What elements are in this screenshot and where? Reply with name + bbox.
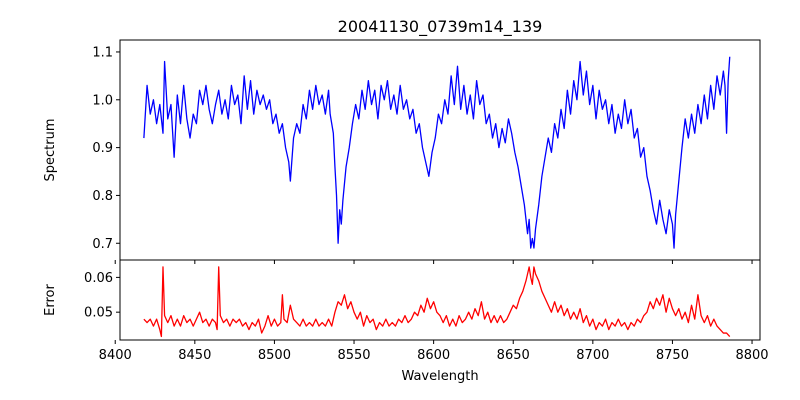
spectrum-ytick-label: 1.1 [92,45,113,60]
error-ytick-label: 0.06 [84,271,113,286]
error-xtick-label: 8550 [337,348,370,363]
error-xtick-label: 8500 [258,348,291,363]
spectrum-series-line [143,56,731,249]
spectrum-ytick-label: 0.8 [92,189,113,204]
spectrum-ytick-label: 0.7 [92,237,113,252]
error-ytick-label: 0.05 [84,306,113,321]
error-xtick-label: 8650 [497,348,530,363]
error-xtick-label: 8450 [178,348,211,363]
error-xtick-label: 8400 [99,348,132,363]
error-series-line [143,266,731,338]
spectrum-ytick-label: 1.0 [92,93,113,108]
error-axes-frame [119,259,761,341]
error-xtick-label: 8600 [417,348,450,363]
error-xtick-label: 8800 [735,348,768,363]
error-xlabel: Wavelength [401,369,478,384]
spectrum-panel: 0.7 0.8 0.9 1.0 1.1 Spectrum 20041130_0739m14_… [43,17,761,264]
error-ylabel: Error [43,284,58,316]
error-panel: 0.05 0.06 8400 8450 8500 8550 8600 8650 8700 8750… [43,259,769,384]
error-xtick-label: 8750 [656,348,689,363]
spectrum-ytick-label: 0.9 [92,141,113,156]
spectrum-ylabel: Spectrum [43,119,58,182]
chart-title: 20041130_0739m14_139 [338,17,543,37]
error-xtick-label: 8700 [576,348,609,363]
